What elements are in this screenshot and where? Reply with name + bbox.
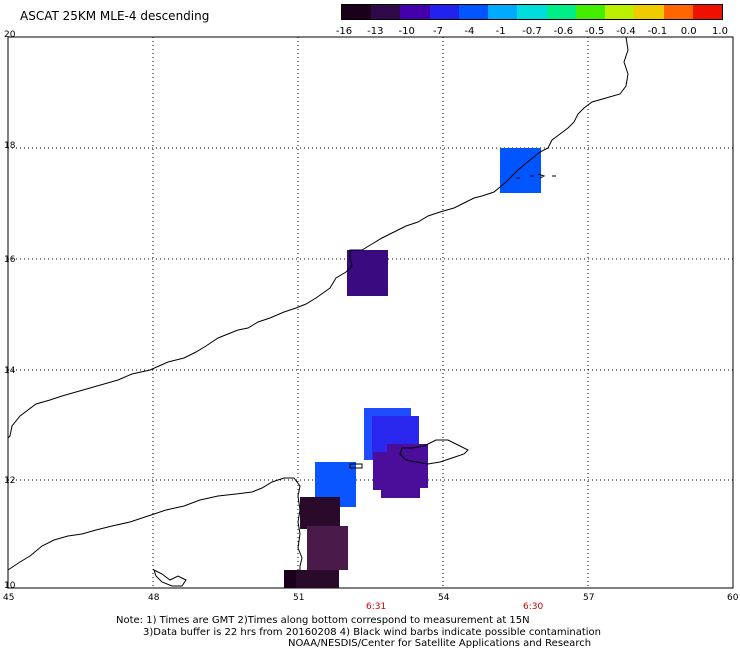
map-frame xyxy=(7,36,734,589)
lon-label-45: 45 xyxy=(3,593,14,603)
time-label-631: 6:31 xyxy=(366,602,386,612)
colorbar-segment xyxy=(546,5,576,19)
colorbar-label: 0.0 xyxy=(680,26,697,37)
colorbar-segment xyxy=(400,5,430,19)
lat-label-10: 10 xyxy=(4,581,16,591)
time-label-630: 6:30 xyxy=(523,602,543,612)
colorbar-label: -10 xyxy=(398,26,415,37)
cell-10n-51e xyxy=(307,526,348,570)
note-line-1: Note: 1) Times are GMT 2)Times along bot… xyxy=(116,615,530,626)
cell-12n-53e-c xyxy=(381,486,420,498)
chart-title: ASCAT 25KM MLE-4 descending xyxy=(20,9,210,23)
colorbar-segment xyxy=(692,5,723,19)
lat-label-12: 12 xyxy=(4,476,15,486)
colorbar-segment xyxy=(605,5,635,19)
lon-label-51: 51 xyxy=(293,593,304,603)
cell-10n-51e-b xyxy=(296,570,339,588)
colorbar-label: -1 xyxy=(495,26,506,37)
lon-label-54: 54 xyxy=(438,593,450,603)
cell-16n-52e xyxy=(347,250,388,296)
colorbar-segment xyxy=(488,5,518,19)
wind-cells xyxy=(284,148,541,588)
lon-label-48: 48 xyxy=(148,593,160,603)
colorbar-segment xyxy=(663,5,693,19)
colorbar xyxy=(341,4,723,20)
colorbar-label: -7 xyxy=(433,26,443,37)
colorbar-segment xyxy=(575,5,606,19)
lat-label-18: 18 xyxy=(4,141,16,151)
colorbar-segment xyxy=(634,5,664,19)
colorbar-label: -4 xyxy=(464,26,475,37)
lon-label-60: 60 xyxy=(727,593,739,603)
colorbar-label: -0.6 xyxy=(553,26,574,37)
cell-11n-51e xyxy=(300,497,340,529)
colorbar-segment xyxy=(458,5,489,19)
coastline xyxy=(7,36,629,587)
lat-label-16: 16 xyxy=(4,255,16,265)
colorbar-label: 1.0 xyxy=(712,26,728,37)
colorbar-label: -13 xyxy=(367,26,384,37)
colorbar-label: -0.4 xyxy=(616,26,636,37)
colorbar-segment xyxy=(517,5,547,19)
note-line-2: 3)Data buffer is 22 hrs from 20160208 4)… xyxy=(143,627,601,638)
colorbar-label: -0.7 xyxy=(522,26,542,37)
colorbar-label: -0.1 xyxy=(647,26,668,37)
lat-label-14: 14 xyxy=(4,366,16,376)
lat-label-20: 20 xyxy=(4,30,16,40)
cell-18n-56e xyxy=(500,148,541,193)
colorbar-segment xyxy=(371,5,401,19)
note-line-3: NOAA/NESDIS/Center for Satellite Applica… xyxy=(288,638,592,649)
colorbar-segment xyxy=(342,5,372,19)
colorbar-label: -16 xyxy=(335,26,353,37)
colorbar-segment xyxy=(429,5,459,19)
colorbar-label: -0.5 xyxy=(584,26,605,37)
grid xyxy=(8,37,733,588)
cell-12n-53e xyxy=(373,452,420,490)
lon-label-57: 57 xyxy=(583,593,594,603)
